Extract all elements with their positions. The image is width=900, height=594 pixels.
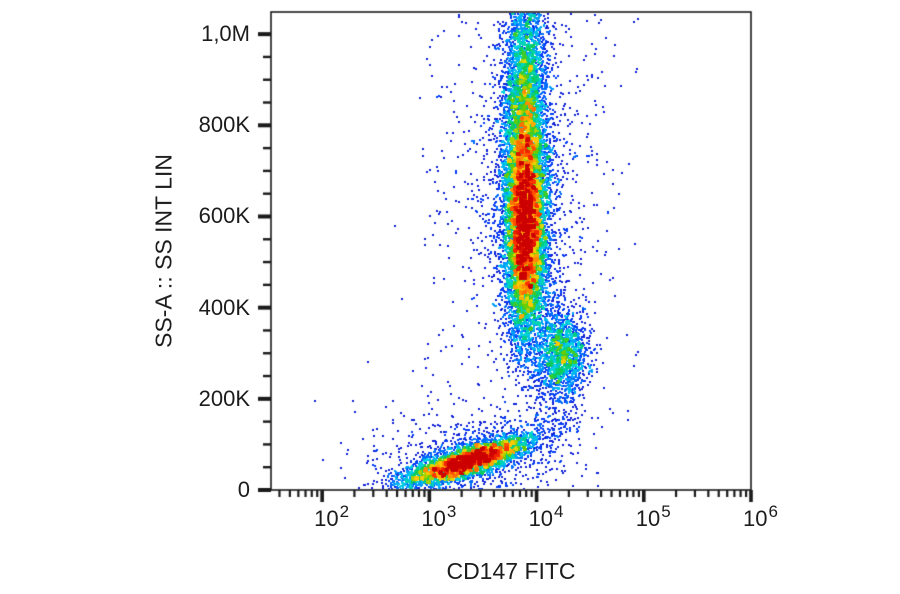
x-tick-exponent: 5: [661, 502, 671, 521]
x-tick-exponent: 6: [768, 502, 778, 521]
x-tick-base: 10: [421, 506, 446, 531]
x-tick-label: 105: [635, 502, 671, 534]
x-tick-exponent: 4: [554, 502, 564, 521]
x-axis-title: CD147 FITC: [446, 558, 576, 584]
x-tick-label: 103: [421, 502, 456, 534]
y-tick-label: 400K: [198, 294, 250, 320]
x-tick-label: 102: [314, 502, 349, 534]
x-tick-exponent: 3: [446, 502, 457, 521]
x-tick-base: 10: [528, 506, 554, 531]
y-tick-label: 200K: [198, 385, 250, 411]
y-tick-label: 0: [237, 477, 250, 502]
y-tick-label: 800K: [198, 112, 250, 138]
x-tick-label: 104: [528, 502, 564, 534]
y-tick-label: 1,0M: [201, 21, 250, 47]
x-tick-base: 10: [635, 506, 661, 531]
x-tick-base: 10: [743, 506, 768, 531]
x-tick-base: 10: [314, 506, 339, 531]
x-tick-exponent: 2: [339, 502, 350, 521]
x-tick-label: 106: [743, 502, 778, 534]
y-tick-label: 600K: [198, 203, 250, 229]
